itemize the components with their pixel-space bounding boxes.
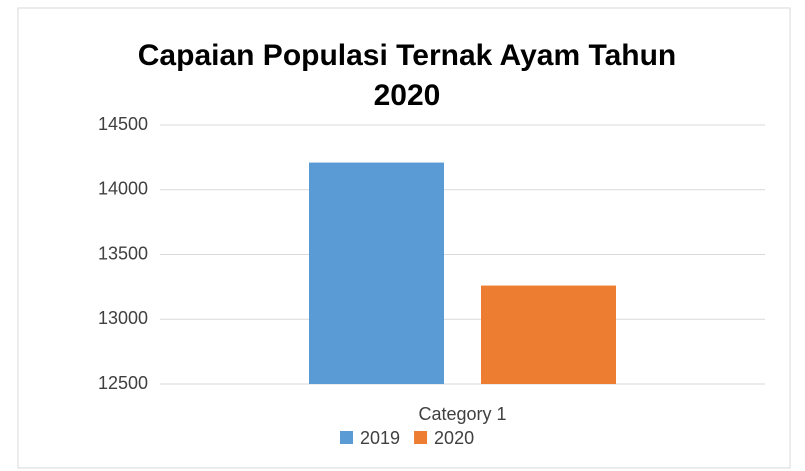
legend-label: 2020 — [434, 428, 474, 448]
legend-label: 2019 — [360, 428, 400, 448]
y-tick-label: 14500 — [98, 114, 148, 134]
x-tick-label: Category 1 — [418, 404, 506, 424]
bar — [481, 285, 616, 384]
legend-swatch — [414, 431, 428, 444]
y-tick-label: 13500 — [98, 243, 148, 263]
chart-border — [17, 7, 791, 469]
chart-title: Capaian Populasi Ternak Ayam Tahun 2020 — [137, 39, 677, 112]
y-tick-label: 14000 — [98, 179, 148, 199]
bar — [309, 162, 444, 384]
y-tick-label: 13000 — [98, 308, 148, 328]
legend-swatch — [340, 431, 353, 444]
y-tick-label: 12500 — [98, 373, 148, 393]
